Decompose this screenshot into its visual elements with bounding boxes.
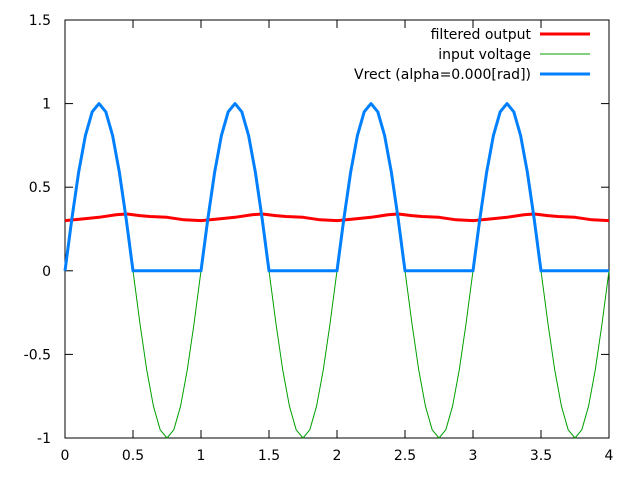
- legend-label-2: Vrect (alpha=0.000[rad]): [354, 67, 531, 83]
- x-tick-label: 1.5: [258, 448, 280, 464]
- x-tick-label: 3: [469, 448, 478, 464]
- x-tick-label: 4: [605, 448, 614, 464]
- y-tick-label: 1: [42, 97, 51, 113]
- legend: filtered output input voltage Vrect (alpha…: [354, 27, 590, 83]
- x-tick-label: 3.5: [530, 448, 552, 464]
- y-tick-label: -0.5: [24, 347, 51, 363]
- axis-tick-labels: 0 0.5 1 1.5 2 2.5 3 3.5 4 -1 -0.5 0 0.5 1 1.5: [24, 13, 614, 464]
- series-line-0: [64, 212, 610, 223]
- y-tick-label: -1: [37, 431, 51, 447]
- series-line-2: [63, 102, 609, 273]
- x-tick-label: 0: [61, 448, 70, 464]
- x-tick-label: 1: [197, 448, 206, 464]
- x-tick-label: 0.5: [122, 448, 144, 464]
- y-tick-label: 1.5: [29, 13, 51, 29]
- x-tick-label: 2: [333, 448, 342, 464]
- x-tick-label: 2.5: [394, 448, 416, 464]
- y-tick-label: 0.5: [29, 180, 51, 196]
- legend-label-1: input voltage: [438, 47, 531, 63]
- series-layer: [63, 102, 610, 439]
- legend-label-0: filtered output: [431, 27, 532, 43]
- y-tick-label: 0: [42, 264, 51, 280]
